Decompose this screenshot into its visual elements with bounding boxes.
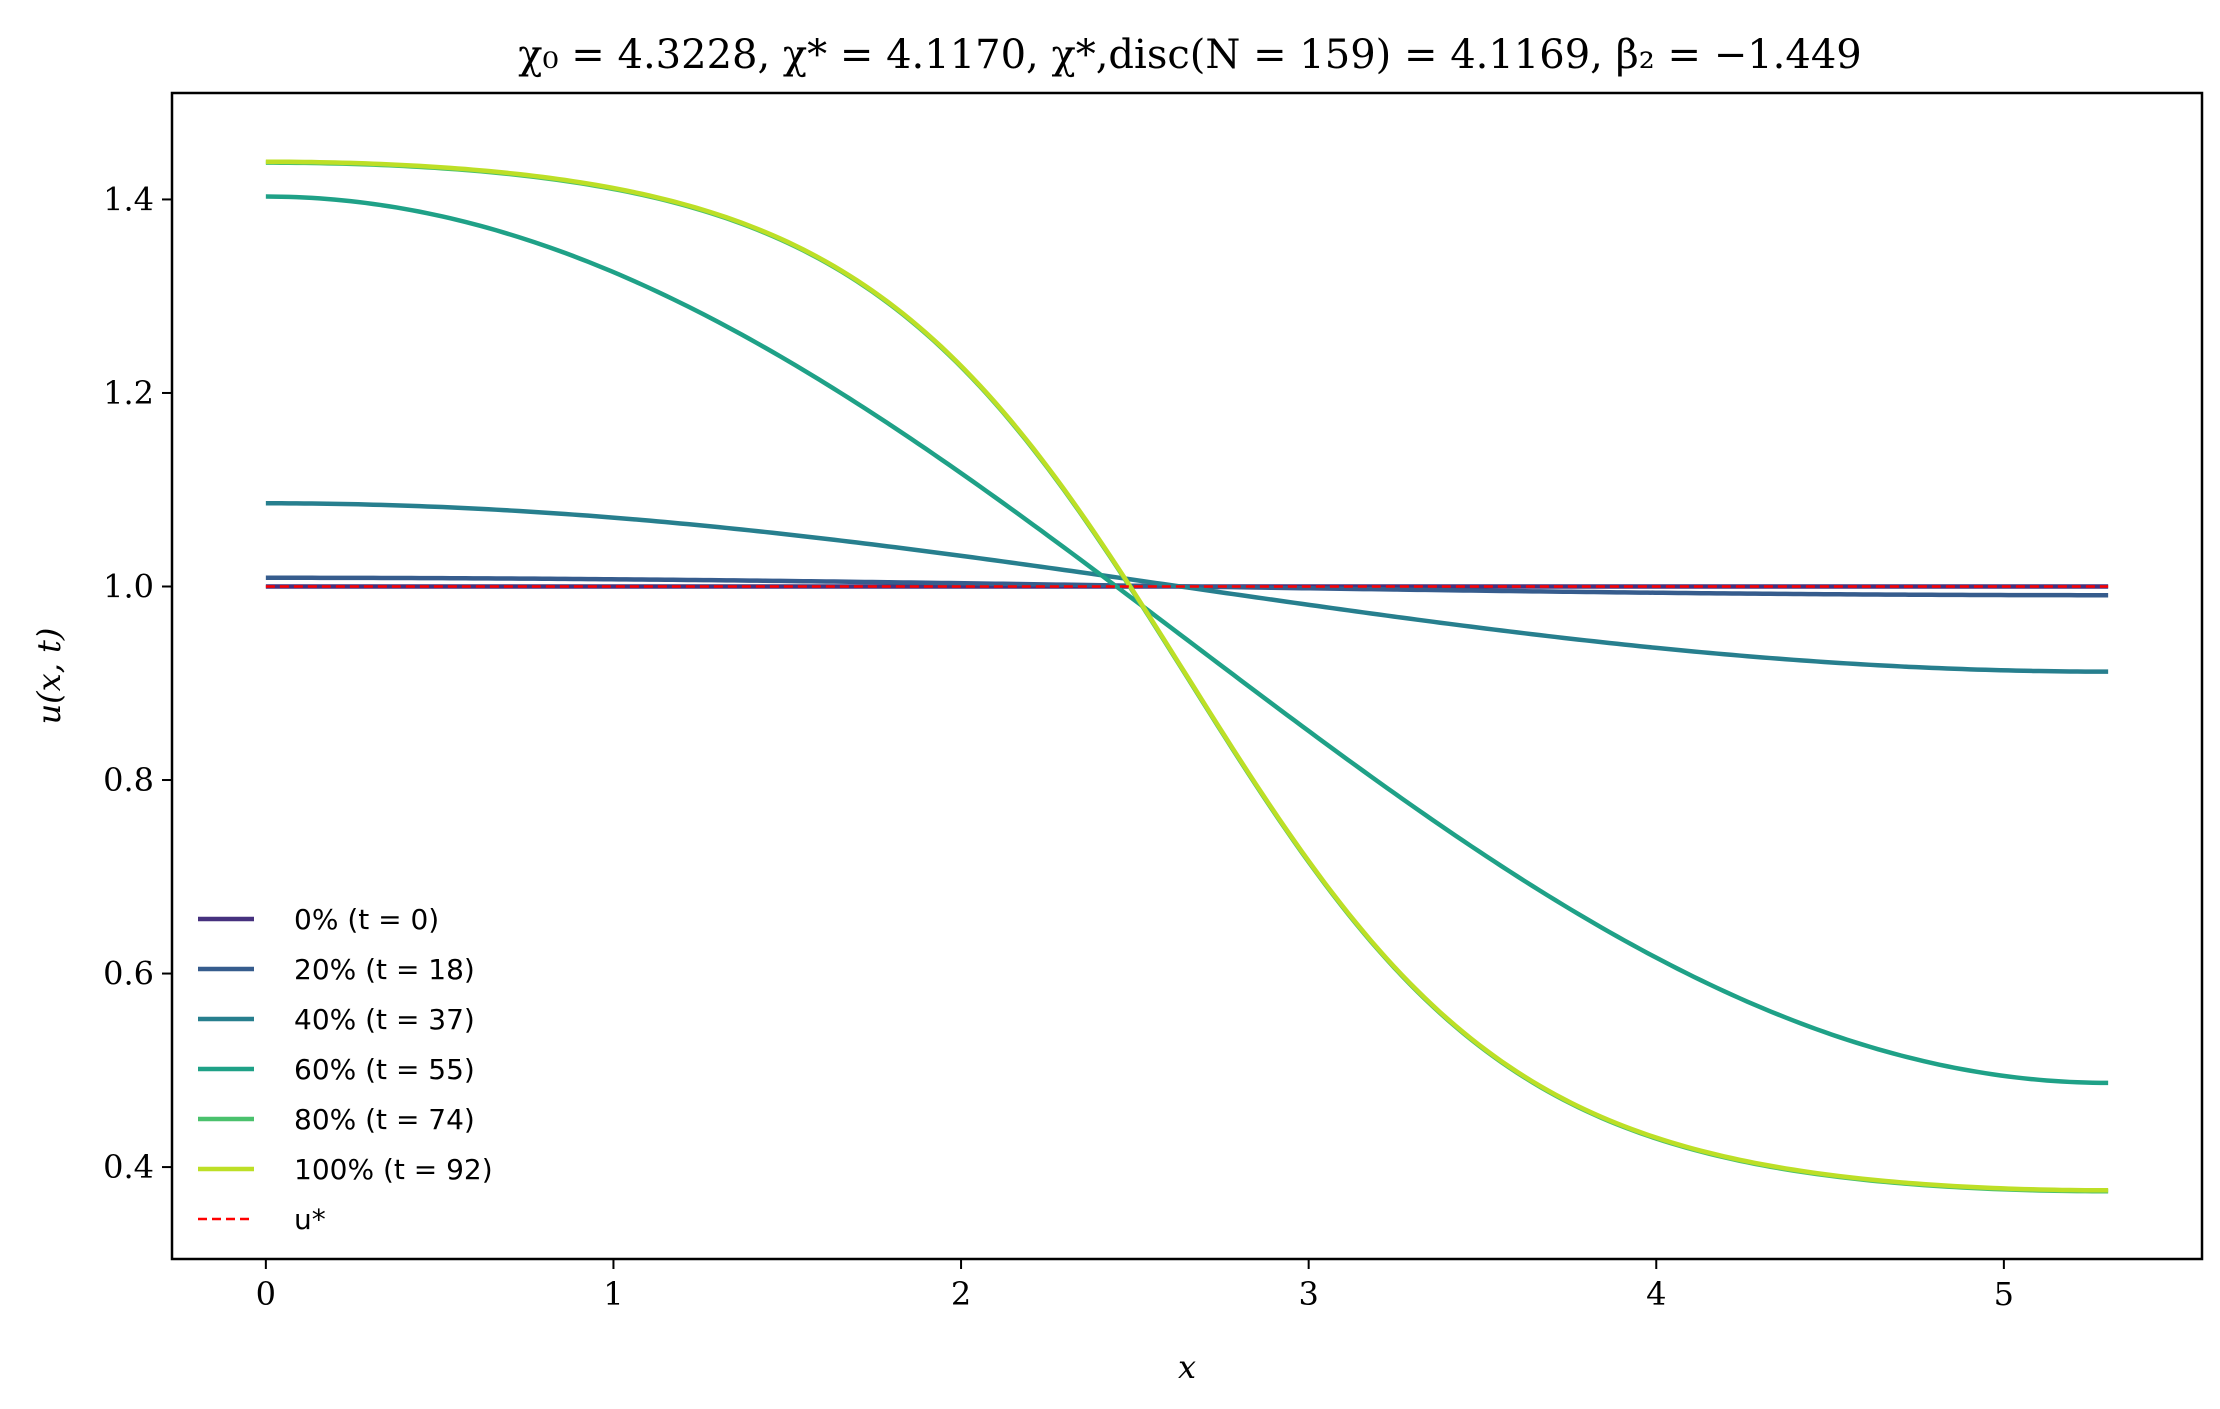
x-tick-label: 0	[256, 1275, 276, 1313]
y-tick-label: 1.0	[103, 567, 154, 605]
y-tick-label: 0.8	[103, 761, 154, 799]
plot-frame	[170, 91, 2204, 1261]
x-tick-label: 1	[603, 1275, 623, 1313]
x-tick-label: 3	[1298, 1275, 1318, 1313]
legend-label-0: 0% (t = 0)	[294, 903, 439, 936]
series-line-5	[265, 159, 2109, 1193]
legend-label-2: 40% (t = 37)	[294, 1003, 475, 1036]
y-tick-label: 1.2	[103, 374, 154, 412]
x-tick-label: 5	[1994, 1275, 2014, 1313]
y-axis-label: u(x, t)	[30, 628, 68, 725]
legend-label-4: 80% (t = 74)	[294, 1103, 475, 1136]
series-line-3	[265, 194, 2109, 1086]
legend-label-6: u*	[294, 1203, 326, 1236]
x-tick-label: 4	[1646, 1275, 1666, 1313]
chart-title: χ₀ = 4.3228, χ* = 4.1170, χ*,disc(N = 15…	[518, 32, 1861, 78]
legend-label-5: 100% (t = 92)	[294, 1153, 493, 1186]
y-tick-label: 0.6	[103, 955, 154, 993]
legend: 0% (t = 0) 20% (t = 18) 40% (t = 37) 60% (t…	[198, 903, 493, 1236]
y-tick-label: 1.4	[103, 180, 154, 218]
legend-label-3: 60% (t = 55)	[294, 1053, 475, 1086]
legend-label-1: 20% (t = 18)	[294, 953, 475, 986]
y-tick-label: 0.4	[103, 1148, 154, 1186]
x-axis-label: x	[1178, 1348, 1196, 1386]
series-line-2	[265, 501, 2109, 674]
x-tick-label: 2	[951, 1275, 971, 1313]
axis-ticks: 0 1 2 3 4 5 0.4 0.6 0.8 1.0 1.2 1.4	[103, 180, 2014, 1313]
